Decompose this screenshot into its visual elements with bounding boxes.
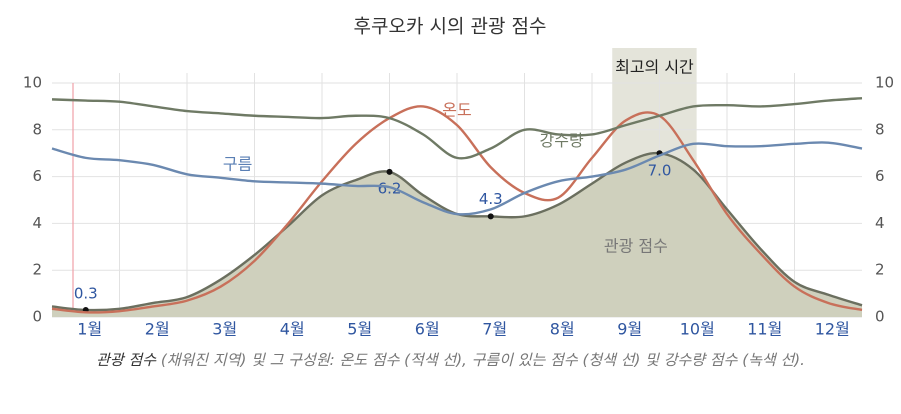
line bbox=[51, 97, 863, 160]
series-label: 구름 bbox=[223, 154, 252, 173]
caption-emphasis: 관광 점수 bbox=[96, 351, 157, 369]
x-tick-label: 11월 bbox=[747, 320, 782, 339]
y-tick-label: 0 bbox=[32, 308, 42, 326]
value-label: 6.2 bbox=[378, 179, 402, 197]
series-label: 강수량 bbox=[540, 131, 584, 150]
line bbox=[51, 105, 863, 314]
x-tick-label: 5월 bbox=[347, 320, 372, 339]
x-tick-label: 8월 bbox=[550, 320, 575, 339]
y2-tick-label: 6 bbox=[875, 167, 885, 185]
value-label: 0.3 bbox=[74, 284, 98, 302]
point bbox=[487, 213, 494, 220]
value-label: 7.0 bbox=[648, 162, 672, 180]
point bbox=[386, 168, 393, 175]
line bbox=[51, 141, 863, 216]
caption: 관광 점수 (채워진 지역) 및 그 구성원: 온도 점수 (적색 선), 구름… bbox=[20, 349, 881, 371]
y2-tick-label: 2 bbox=[875, 261, 885, 279]
x-tick-label: 3월 bbox=[212, 320, 237, 339]
series-label: 관광 점수 bbox=[604, 236, 668, 255]
y-tick-label: 4 bbox=[32, 214, 42, 232]
y-tick-label: 10 bbox=[23, 74, 42, 92]
y-tick-label: 6 bbox=[32, 167, 42, 185]
y2-tick-label: 8 bbox=[875, 120, 885, 138]
x-tick-label: 12월 bbox=[815, 320, 850, 339]
chart-title: 후쿠오카 시의 관광 점수 bbox=[354, 16, 547, 38]
y-tick-label: 2 bbox=[32, 261, 42, 279]
caption-text: (채워진 지역) 및 그 구성원: 온도 점수 (적색 선), 구름이 있는 점… bbox=[156, 351, 805, 369]
y2-tick-label: 10 bbox=[875, 74, 894, 92]
area bbox=[52, 153, 862, 317]
chart: 후쿠오카 시의 관광 점수 최고의 시간 0 2 4 6 8 10 0 2 4 6 8 10 1월 2월 3월… bbox=[23, 16, 894, 339]
y2-tick-label: 0 bbox=[875, 308, 885, 326]
x-tick-label: 2월 bbox=[145, 320, 170, 339]
value-label: 4.3 bbox=[479, 190, 503, 208]
x-tick-label: 9월 bbox=[617, 320, 642, 339]
x-tick-label: 7월 bbox=[482, 320, 507, 339]
x-tick-label: 1월 bbox=[77, 320, 102, 339]
series-label: 온도 bbox=[442, 101, 471, 120]
best-time-label: 최고의 시간 bbox=[615, 58, 694, 77]
x-tick-label: 4월 bbox=[280, 320, 305, 339]
y2-tick-label: 4 bbox=[875, 214, 885, 232]
y-tick-label: 8 bbox=[32, 120, 42, 138]
x-tick-label: 6월 bbox=[415, 320, 440, 339]
x-tick-label: 10월 bbox=[680, 320, 715, 339]
